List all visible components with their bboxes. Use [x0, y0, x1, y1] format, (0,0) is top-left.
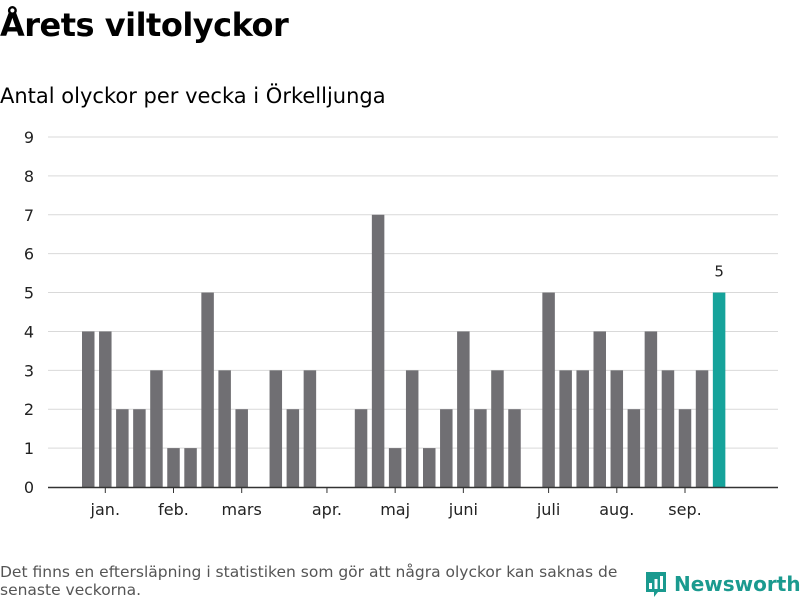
- bar: [695, 370, 709, 487]
- bar: [303, 370, 317, 487]
- newsworthy-logo-icon: [646, 572, 666, 597]
- chart-subtitle: Antal olyckor per vecka i Örkelljunga: [0, 84, 386, 108]
- bar: [644, 331, 658, 487]
- bar: [627, 409, 641, 487]
- bar: [269, 370, 283, 487]
- x-tick-label: mars: [222, 500, 262, 519]
- bar: [423, 448, 436, 487]
- x-tick-label: aug.: [599, 500, 634, 519]
- bar: [82, 331, 95, 487]
- bar: [474, 409, 487, 487]
- bar: [99, 331, 112, 487]
- x-tick-label: sep.: [668, 500, 701, 519]
- bar: [576, 370, 589, 487]
- bars: 5: [82, 214, 726, 487]
- bar: [593, 331, 606, 487]
- y-tick-label: 2: [24, 400, 34, 419]
- x-tick-label: feb.: [158, 500, 189, 519]
- bar-highlight: [712, 292, 726, 487]
- bar: [218, 370, 231, 487]
- bar: [542, 292, 555, 487]
- newsworthy-logo[interactable]: Newsworthy: [644, 570, 800, 598]
- newsworthy-logo-text: Newsworthy: [674, 572, 800, 596]
- y-tick-label: 4: [24, 322, 34, 341]
- bar: [457, 331, 470, 487]
- x-axis: jan. feb. mars apr. maj juni juli aug. sep.: [48, 486, 778, 519]
- bar: [559, 370, 572, 487]
- y-tick-label: 7: [24, 206, 34, 225]
- bar: [150, 370, 163, 487]
- y-tick-label: 1: [24, 439, 34, 458]
- chart-title: Årets viltolyckor: [0, 6, 289, 44]
- bar: [286, 409, 300, 487]
- y-tick-label: 6: [24, 245, 34, 264]
- bar: [610, 370, 624, 487]
- bar: [116, 409, 129, 487]
- bar: [133, 409, 146, 487]
- bar: [405, 370, 419, 487]
- x-tick-label: jan.: [90, 500, 120, 519]
- bar: [508, 409, 521, 487]
- bar: [440, 409, 453, 487]
- bar: [678, 409, 692, 487]
- bar: [371, 214, 385, 487]
- bar: [388, 448, 402, 487]
- data-label: 5: [714, 263, 724, 281]
- bar-chart: 0 1 2 3 4 5 6 7 8 9 5 jan. feb. mars apr. maj juni juli…: [24, 128, 778, 519]
- bar: [491, 370, 504, 487]
- footnote: Det finns en eftersläpning i statistiken…: [0, 563, 618, 599]
- bar: [184, 448, 197, 487]
- bar: [661, 370, 675, 487]
- bar: [201, 292, 214, 487]
- x-tick-label: juli: [536, 500, 560, 519]
- x-tick-label: juni: [448, 500, 478, 519]
- x-tick-label: apr.: [312, 500, 342, 519]
- y-tick-label: 0: [24, 478, 34, 497]
- y-tick-label: 9: [24, 128, 34, 147]
- bar: [167, 448, 180, 487]
- y-tick-label: 8: [24, 167, 34, 186]
- y-tick-label: 5: [24, 284, 34, 303]
- bar: [354, 409, 368, 487]
- y-axis-labels: 0 1 2 3 4 5 6 7 8 9: [24, 128, 34, 497]
- x-tick-label: maj: [380, 500, 410, 519]
- y-tick-label: 3: [24, 361, 34, 380]
- bar: [235, 409, 248, 487]
